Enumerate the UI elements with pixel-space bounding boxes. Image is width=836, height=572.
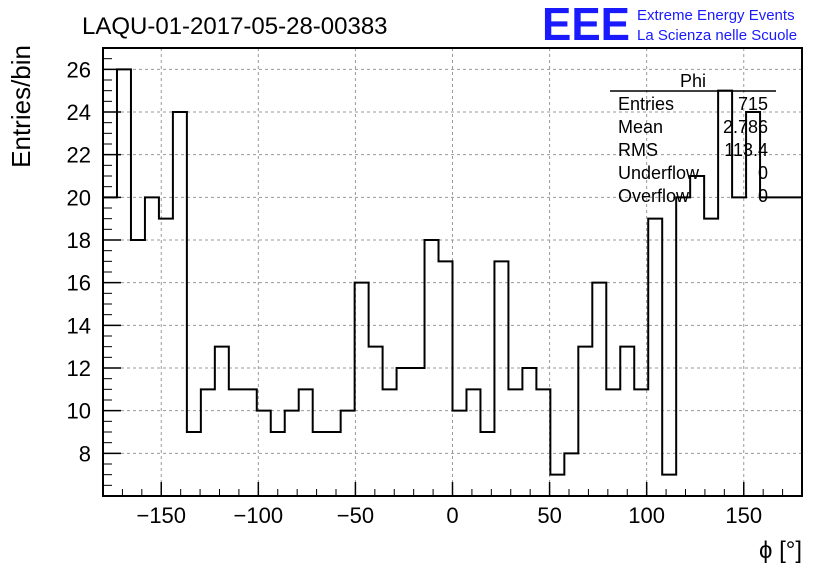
plot-frame	[102, 47, 803, 497]
y-tick-label: 22	[67, 143, 91, 168]
stats-entries-value: 715	[738, 94, 768, 114]
stats-box: Phi Entries 715 Mean 2.786 RMS 113.4 Und…	[610, 71, 776, 206]
x-tick-labels: −150 −100 −50 0 50 100 150	[136, 503, 762, 528]
y-tick-label: 8	[79, 441, 91, 466]
y-tick-label: 14	[67, 313, 91, 338]
x-tick-label: −150	[136, 503, 186, 528]
y-axis-label: Entries/bin	[6, 45, 36, 168]
x-tick-label: 150	[725, 503, 762, 528]
logo-line-2: La Scienza nelle Scuole	[637, 27, 797, 44]
axis-ticks	[103, 47, 784, 496]
stats-rms-label: RMS	[618, 140, 658, 160]
logo-mark: EEE	[542, 0, 630, 50]
y-tick-label: 12	[67, 356, 91, 381]
x-tick-label: −100	[234, 503, 284, 528]
logo-line-1: Extreme Energy Events	[637, 7, 795, 24]
x-tick-label: 0	[446, 503, 458, 528]
stats-entries-label: Entries	[618, 94, 674, 114]
y-tick-label: 20	[67, 185, 91, 210]
x-tick-label: −50	[337, 503, 374, 528]
stats-mean-value: 2.786	[723, 117, 768, 137]
y-tick-label: 16	[67, 271, 91, 296]
y-tick-label: 10	[67, 399, 91, 424]
y-tick-label: 24	[67, 100, 91, 125]
stats-overflow-value: 0	[758, 186, 768, 206]
stats-box-name: Phi	[680, 71, 706, 91]
chart-title: LAQU-01-2017-05-28-00383	[82, 13, 388, 40]
y-tick-label: 18	[67, 228, 91, 253]
x-tick-label: 50	[537, 503, 561, 528]
stats-underflow-value: 0	[758, 163, 768, 183]
stats-mean-label: Mean	[618, 117, 663, 137]
y-tick-label: 26	[67, 57, 91, 82]
y-tick-labels: 8 10 12 14 16 18 20 22 24 26	[67, 57, 91, 466]
stats-rms-value: 113.4	[724, 140, 768, 160]
histogram-series-line	[103, 68, 802, 476]
stats-overflow-label: Overflow	[618, 186, 690, 206]
x-tick-label: 100	[628, 503, 665, 528]
stats-underflow-label: Underflow	[618, 163, 700, 183]
x-axis-label: ϕ [°]	[759, 537, 802, 564]
